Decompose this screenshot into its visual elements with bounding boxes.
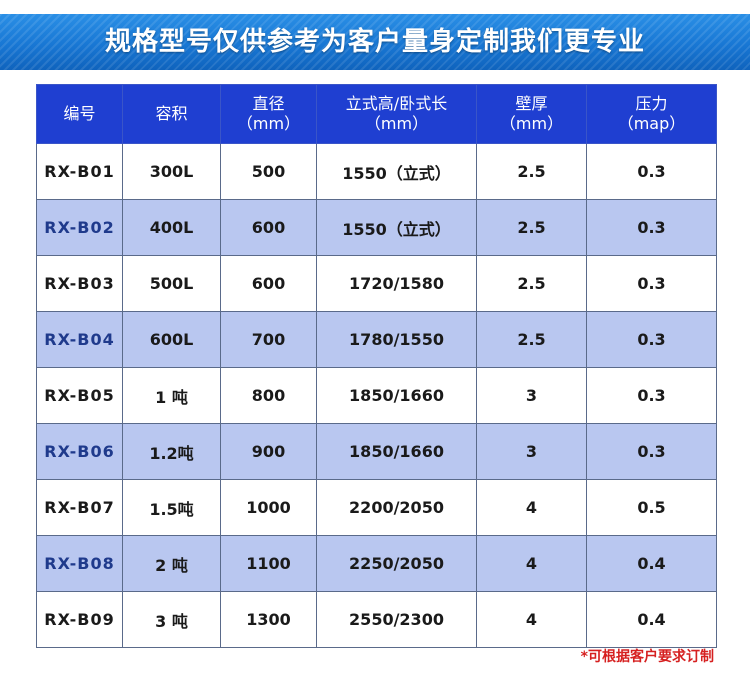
header-volume: 容积	[122, 84, 221, 144]
cell-wall-thickness: 2.5	[476, 255, 587, 312]
banner-title: 规格型号仅供参考为客户量身定制我们更专业	[104, 27, 645, 57]
cell-diameter: 800	[220, 367, 317, 424]
table-row: RX-B08 2 吨 1100 2250/2050 4 0.4	[36, 535, 717, 592]
cell-pressure: 0.3	[586, 311, 717, 368]
header-height-length: 立式高/卧式长 （mm）	[316, 84, 477, 144]
cell-code: RX-B02	[36, 199, 123, 256]
table-row: RX-B03 500L 600 1720/1580 2.5 0.3	[36, 255, 717, 312]
header-diameter-unit: （mm）	[236, 114, 301, 133]
cell-volume: 400L	[122, 199, 221, 256]
header-pressure: 压力 （map）	[586, 84, 717, 144]
table-row: RX-B02 400L 600 1550（立式） 2.5 0.3	[36, 199, 717, 256]
spec-table: 编号 容积 直径 （mm） 立式高/卧式长 （mm） 壁厚 （mm） 压力 （map） …	[36, 84, 717, 648]
cell-height-length: 1720/1580	[316, 255, 477, 312]
cell-wall-thickness: 3	[476, 423, 587, 480]
cell-code: RX-B07	[36, 479, 123, 536]
table-row: RX-B01 300L 500 1550（立式） 2.5 0.3	[36, 143, 717, 200]
cell-height-length: 2200/2050	[316, 479, 477, 536]
cell-pressure: 0.3	[586, 199, 717, 256]
table-row: RX-B06 1.2吨 900 1850/1660 3 0.3	[36, 423, 717, 480]
cell-height-length: 1850/1660	[316, 423, 477, 480]
cell-volume: 600L	[122, 311, 221, 368]
cell-height-length: 1780/1550	[316, 311, 477, 368]
header-wall-thickness: 壁厚 （mm）	[476, 84, 587, 144]
cell-pressure: 0.3	[586, 423, 717, 480]
cell-height-length: 2550/2300	[316, 591, 477, 648]
cell-volume: 500L	[122, 255, 221, 312]
cell-volume: 1 吨	[122, 367, 221, 424]
header-height-length-unit: （mm）	[364, 114, 429, 133]
cell-volume: 300L	[122, 143, 221, 200]
cell-diameter: 500	[220, 143, 317, 200]
cell-pressure: 0.3	[586, 143, 717, 200]
cell-code: RX-B09	[36, 591, 123, 648]
cell-pressure: 0.3	[586, 367, 717, 424]
cell-wall-thickness: 3	[476, 367, 587, 424]
table-row: RX-B07 1.5吨 1000 2200/2050 4 0.5	[36, 479, 717, 536]
table-row: RX-B05 1 吨 800 1850/1660 3 0.3	[36, 367, 717, 424]
custom-order-note: *可根据客户要求订制	[580, 649, 714, 665]
cell-code: RX-B03	[36, 255, 123, 312]
cell-height-length: 1850/1660	[316, 367, 477, 424]
cell-diameter: 700	[220, 311, 317, 368]
cell-volume: 2 吨	[122, 535, 221, 592]
header-pressure-unit: （map）	[617, 114, 686, 133]
cell-diameter: 600	[220, 199, 317, 256]
cell-height-length: 1550（立式）	[316, 199, 477, 256]
cell-wall-thickness: 4	[476, 591, 587, 648]
cell-wall-thickness: 4	[476, 479, 587, 536]
cell-code: RX-B06	[36, 423, 123, 480]
cell-diameter: 1300	[220, 591, 317, 648]
cell-pressure: 0.4	[586, 535, 717, 592]
cell-pressure: 0.5	[586, 479, 717, 536]
table-row: RX-B09 3 吨 1300 2550/2300 4 0.4	[36, 591, 717, 648]
cell-code: RX-B04	[36, 311, 123, 368]
cell-wall-thickness: 2.5	[476, 199, 587, 256]
title-banner: 规格型号仅供参考为客户量身定制我们更专业	[0, 14, 750, 70]
cell-volume: 1.2吨	[122, 423, 221, 480]
cell-pressure: 0.3	[586, 255, 717, 312]
header-wall-thickness-unit: （mm）	[499, 114, 564, 133]
cell-code: RX-B05	[36, 367, 123, 424]
cell-code: RX-B08	[36, 535, 123, 592]
header-diameter: 直径 （mm）	[220, 84, 317, 144]
cell-height-length: 2250/2050	[316, 535, 477, 592]
cell-diameter: 1100	[220, 535, 317, 592]
table-row: RX-B04 600L 700 1780/1550 2.5 0.3	[36, 311, 717, 368]
cell-code: RX-B01	[36, 143, 123, 200]
cell-volume: 3 吨	[122, 591, 221, 648]
cell-height-length: 1550（立式）	[316, 143, 477, 200]
cell-volume: 1.5吨	[122, 479, 221, 536]
cell-wall-thickness: 2.5	[476, 311, 587, 368]
header-code: 编号	[36, 84, 123, 144]
cell-pressure: 0.4	[586, 591, 717, 648]
cell-diameter: 600	[220, 255, 317, 312]
cell-diameter: 1000	[220, 479, 317, 536]
cell-wall-thickness: 2.5	[476, 143, 587, 200]
cell-diameter: 900	[220, 423, 317, 480]
cell-wall-thickness: 4	[476, 535, 587, 592]
table-header-row: 编号 容积 直径 （mm） 立式高/卧式长 （mm） 壁厚 （mm） 压力 （map）	[36, 84, 717, 144]
